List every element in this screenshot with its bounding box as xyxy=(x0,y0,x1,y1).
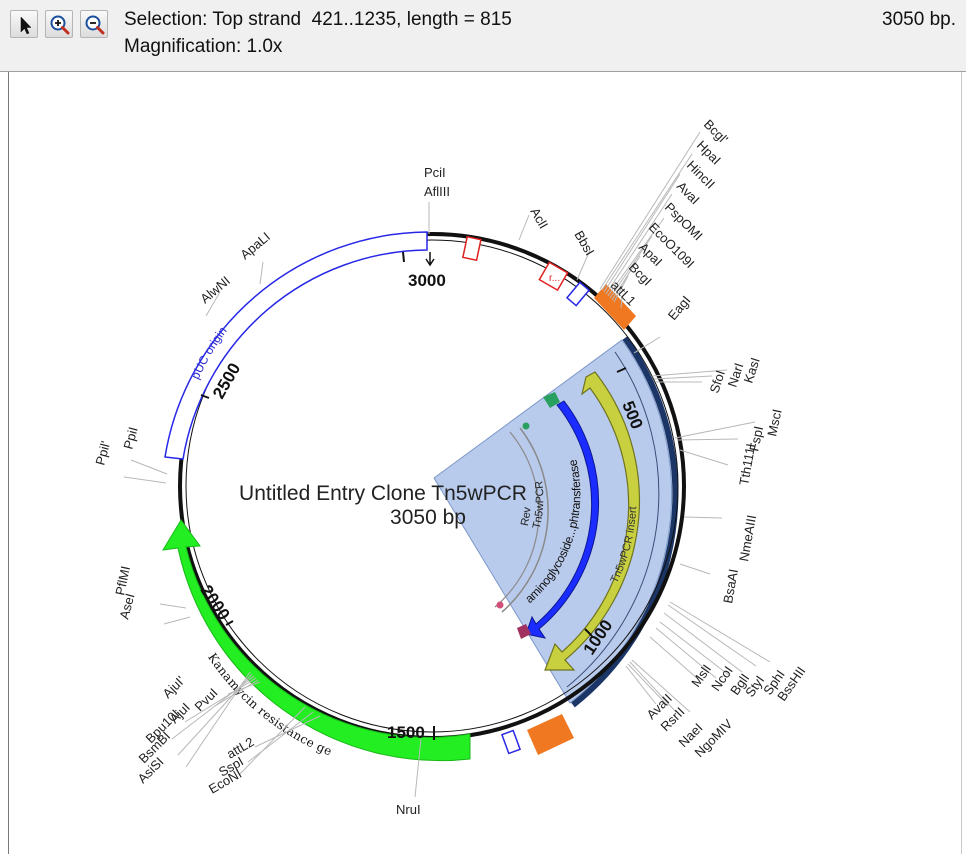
site-label-ppil-prime: Ppil' xyxy=(92,440,113,467)
puc-origin-feature[interactable] xyxy=(164,231,428,460)
green-dot-marker[interactable] xyxy=(522,422,530,430)
site-label-eagi: EagI xyxy=(665,293,694,323)
selection-inner-arc xyxy=(566,351,660,688)
tick-label-3000: 3000 xyxy=(408,271,446,290)
tick-label-1500: 1500 xyxy=(387,723,425,742)
toolbar: Selection: Top strand 421..1235, length … xyxy=(0,0,966,72)
kanamycin-resistance-feature[interactable] xyxy=(162,519,471,762)
select-tool-button[interactable] xyxy=(10,10,38,38)
attL2-feature[interactable] xyxy=(527,714,574,755)
site-leader-lines xyxy=(123,131,771,798)
aminoglycoside-feature[interactable] xyxy=(525,400,600,639)
site-label-ajui-prime: AjuI' xyxy=(160,673,188,701)
red-feature-2[interactable] xyxy=(538,261,569,292)
site-label-pflmi: PflMI xyxy=(112,565,133,597)
scrollbar-track[interactable] xyxy=(961,72,962,854)
rev-label: Rev xyxy=(519,506,534,527)
site-label-pvui: PvuI xyxy=(192,685,221,714)
tn5wpcr-label: Tn5wPCR xyxy=(531,480,547,530)
site-label-tth111i: Tth111I xyxy=(736,442,758,486)
map-size-label: 3050 bp xyxy=(390,506,466,529)
arrow-pointer-icon xyxy=(20,16,32,35)
site-label-asei: AseI xyxy=(116,592,137,621)
plasmid-map-canvas[interactable]: pUC origin Kanamycin resistance gene r..… xyxy=(0,72,966,854)
tn5wpcr-arc[interactable] xyxy=(501,427,549,613)
site-label-nrui: NruI xyxy=(396,802,421,817)
zoom-out-icon xyxy=(85,15,105,35)
zoom-in-icon xyxy=(50,15,70,35)
site-label-bsaai: BsaAI xyxy=(720,568,741,605)
kanamycin-resistance-label: Kanamycin resistance gene xyxy=(0,73,334,758)
site-label-nmeaiii: NmeAIII xyxy=(736,514,759,563)
red-feature-1[interactable] xyxy=(461,235,482,262)
zoom-out-button[interactable] xyxy=(80,10,108,38)
attL1-feature[interactable] xyxy=(594,284,636,330)
pink-dot-marker[interactable] xyxy=(496,601,504,609)
tick-marks xyxy=(200,251,627,740)
magnification-status: Magnification: 1.0x xyxy=(124,36,283,57)
site-label-avai: AvaI xyxy=(674,179,703,208)
map-title: Untitled Entry Clone Tn5wPCR xyxy=(239,482,527,505)
green-marker[interactable] xyxy=(543,392,560,408)
site-label-msci: MscI xyxy=(764,408,784,438)
site-label-bbsi: BbsI xyxy=(571,228,597,258)
site-label-acli: AclI xyxy=(527,205,551,231)
site-label-apali: ApaLI xyxy=(237,229,273,262)
red-feature-label: r... xyxy=(549,273,560,284)
sequence-length: 3050 bp. xyxy=(882,9,956,30)
blue-feature-1[interactable] xyxy=(565,281,591,307)
site-label-pcii: PciI xyxy=(424,165,446,180)
plasmid-inner-ring xyxy=(185,239,679,733)
site-label-ppii: PpiI xyxy=(120,425,140,451)
purple-marker[interactable] xyxy=(517,624,531,639)
site-label-fspi: FspI xyxy=(746,425,766,453)
zoom-in-button[interactable] xyxy=(45,10,73,38)
selection-status: Selection: Top strand 421..1235, length … xyxy=(124,9,512,30)
site-label-sfoi: SfoI xyxy=(707,368,728,395)
site-label-nari: NarI xyxy=(725,361,747,389)
site-label-afliii: AflIII xyxy=(424,184,450,199)
left-border xyxy=(8,72,9,854)
rev-arc[interactable] xyxy=(494,431,540,608)
selection-arc xyxy=(571,336,679,708)
blue-feature-2[interactable] xyxy=(500,729,522,755)
tn5wpcr-insert-feature[interactable] xyxy=(544,371,641,671)
origin-arrow-icon xyxy=(425,252,435,267)
